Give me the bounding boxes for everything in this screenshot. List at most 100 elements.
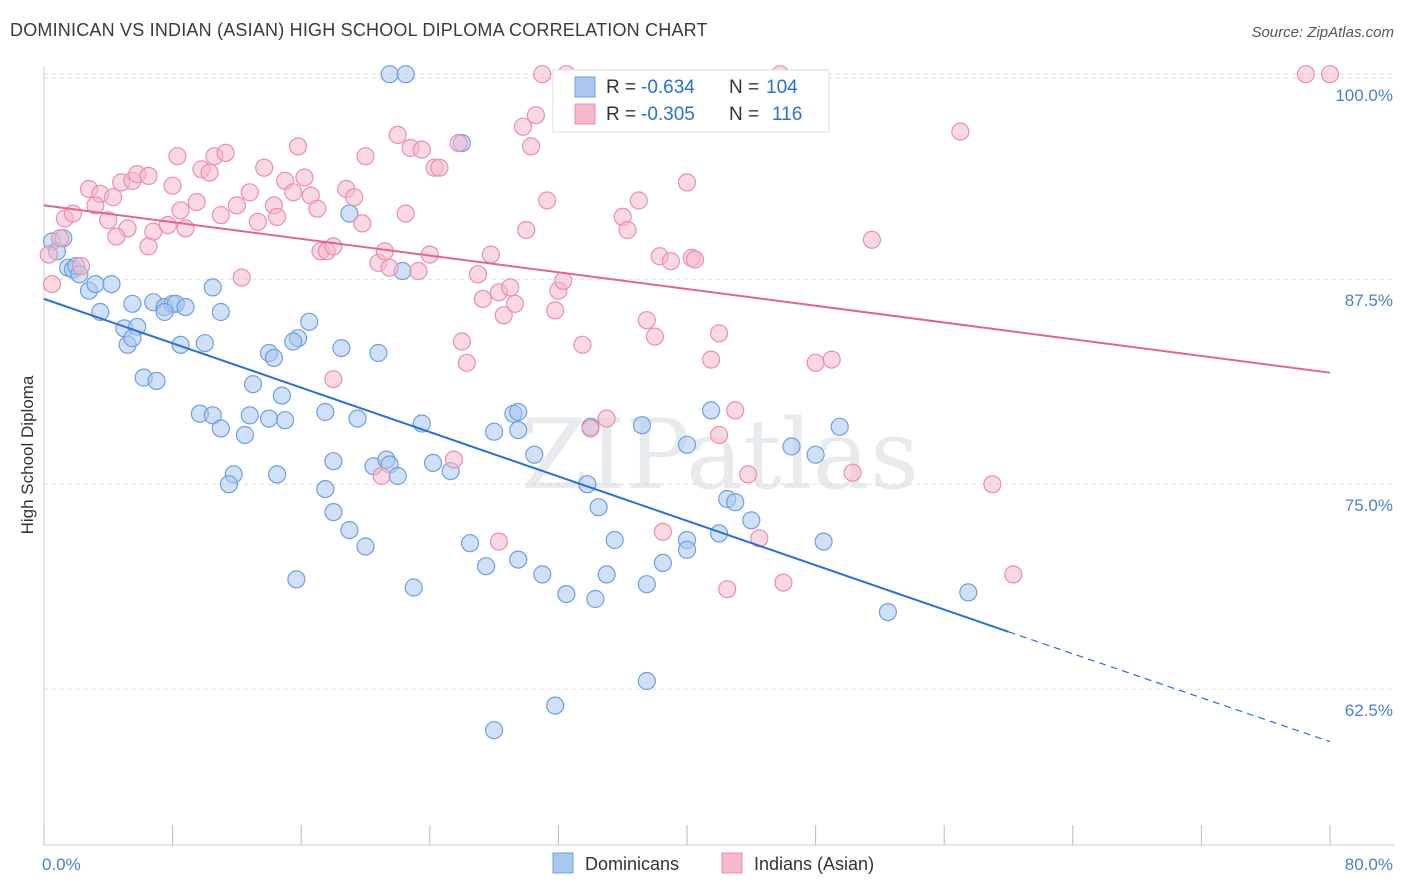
- dominican-point: [219, 475, 238, 494]
- indian-point: [554, 271, 573, 290]
- dominican-point: [348, 409, 367, 428]
- indian-point: [171, 201, 190, 220]
- dominican-point: [240, 406, 259, 425]
- legend-swatch-pink: [574, 103, 596, 125]
- dominican-point: [525, 445, 544, 464]
- dominican-point: [485, 422, 504, 441]
- dominican-point: [637, 575, 656, 594]
- y-tick-label: 62.5%: [1345, 701, 1393, 720]
- indian-point: [227, 196, 246, 215]
- dominican-point: [86, 275, 105, 294]
- dominican-point: [485, 721, 504, 740]
- dominican-point: [677, 435, 697, 454]
- indian-point: [513, 117, 533, 136]
- dominican-point: [102, 275, 121, 294]
- indian-point: [618, 220, 637, 240]
- indian-point: [501, 278, 520, 297]
- legend-indians: Indians (Asian): [754, 854, 874, 874]
- dominican-point: [509, 550, 528, 569]
- indian-point: [187, 193, 206, 212]
- dominican-point: [284, 332, 303, 351]
- legend-r-label: R =: [606, 77, 636, 98]
- indian-point: [822, 350, 841, 369]
- indian-point: [324, 370, 343, 389]
- indian-point: [396, 204, 415, 223]
- dominican-point: [211, 419, 230, 438]
- dominican-point: [235, 425, 254, 445]
- indian-point: [216, 143, 235, 162]
- dominican-point: [726, 493, 745, 512]
- indian-point: [232, 268, 251, 287]
- indian-point: [107, 227, 126, 246]
- legend-r-value: -0.634: [641, 77, 695, 98]
- dominican-point: [272, 386, 291, 405]
- indian-point: [240, 183, 259, 202]
- x-tick-label: 0.0%: [42, 855, 81, 874]
- indian-point: [409, 261, 428, 281]
- legend-n-label: N =: [729, 77, 759, 98]
- indian-point: [86, 196, 105, 215]
- dominican-point: [709, 524, 729, 543]
- indian-point: [806, 353, 825, 372]
- correlation-legend: R = -0.634 N = 104 R = -0.305 N = 116: [552, 69, 830, 133]
- dominican-point: [268, 465, 287, 484]
- legend-swatch-blue: [574, 76, 596, 98]
- indian-point: [709, 324, 729, 343]
- indian-point: [42, 275, 62, 294]
- indian-point: [738, 465, 758, 484]
- legend-box: [552, 69, 830, 133]
- dominican-point: [324, 502, 343, 522]
- dominican-point: [632, 416, 652, 435]
- indians-trend-line: [43, 204, 1331, 374]
- indian-point: [139, 166, 158, 185]
- indian-point: [372, 466, 391, 486]
- indian-point: [412, 140, 431, 159]
- trend-lines: [43, 204, 1331, 743]
- indian-point: [1296, 65, 1316, 84]
- dominican-point: [243, 375, 263, 394]
- dominican-point: [509, 402, 528, 422]
- indian-point: [158, 216, 177, 235]
- legend-swatch-dominicans: [552, 852, 574, 874]
- indian-point: [661, 252, 681, 271]
- y-axis-label: High School Diploma: [18, 375, 37, 534]
- indian-point: [629, 191, 648, 210]
- dominican-point: [203, 406, 222, 425]
- dominicans-trend-extension: [1008, 631, 1331, 743]
- legend-dominicans: Dominicans: [585, 854, 679, 874]
- dominican-point: [597, 565, 616, 584]
- legend-r-value: -0.305: [641, 104, 695, 125]
- dominican-point: [259, 409, 279, 428]
- x-tick-label: 80.0%: [1345, 855, 1393, 874]
- indian-point: [533, 65, 552, 84]
- source-label: Source: ZipAtlas.com: [1251, 24, 1394, 41]
- indian-point: [653, 522, 673, 541]
- dominican-point: [589, 498, 608, 517]
- indian-point: [473, 289, 492, 308]
- indian-point: [526, 106, 546, 125]
- indian-point: [862, 230, 882, 249]
- indian-point: [268, 207, 287, 226]
- dominican-point: [701, 401, 721, 420]
- dominican-point: [171, 335, 190, 354]
- dominican-point: [123, 294, 142, 313]
- indian-point: [356, 147, 375, 166]
- indian-point: [353, 214, 372, 233]
- dominican-point: [878, 602, 898, 622]
- series-legend: Dominicans Indians (Asian): [552, 852, 874, 874]
- legend-swatch-indians: [721, 852, 743, 874]
- indian-point: [211, 206, 230, 225]
- indian-point: [951, 122, 970, 141]
- dominican-point: [477, 557, 496, 576]
- dominican-point: [509, 421, 528, 440]
- dominican-point: [557, 584, 576, 604]
- dominican-point: [959, 583, 978, 602]
- dominican-point: [653, 553, 673, 573]
- dominican-point: [195, 334, 214, 353]
- y-tick-label: 100.0%: [1335, 86, 1393, 105]
- y-tick-label: 87.5%: [1345, 291, 1393, 310]
- indian-point: [99, 211, 118, 230]
- indian-point: [248, 212, 267, 231]
- dominican-point: [814, 532, 833, 551]
- indian-point: [537, 191, 557, 210]
